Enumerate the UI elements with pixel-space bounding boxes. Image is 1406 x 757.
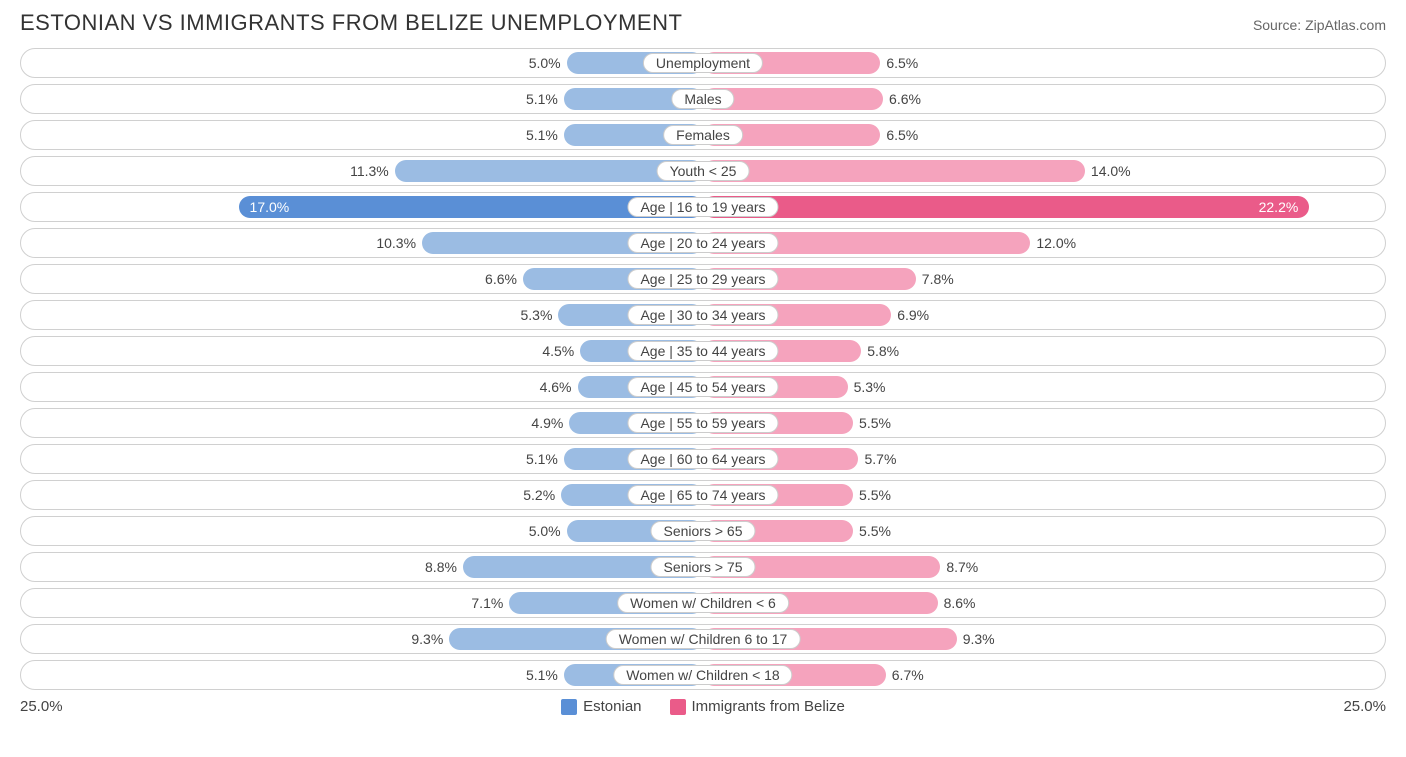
value-label-right: 9.3%	[963, 631, 995, 647]
bar-right	[703, 196, 1309, 218]
value-label-left: 5.1%	[526, 451, 558, 467]
value-label-left: 5.2%	[523, 487, 555, 503]
value-label-right: 6.5%	[886, 127, 918, 143]
value-label-left: 4.5%	[542, 343, 574, 359]
axis-max-right: 25.0%	[1343, 698, 1386, 715]
chart-row: 4.6% 5.3% Age | 45 to 54 years	[20, 372, 1386, 402]
value-label-right: 5.7%	[864, 451, 896, 467]
value-label-right: 5.5%	[859, 523, 891, 539]
source-attribution: Source: ZipAtlas.com	[1253, 17, 1386, 33]
category-label: Unemployment	[643, 53, 763, 73]
chart-row: 8.8% 8.7% Seniors > 75	[20, 552, 1386, 582]
value-label-left: 11.3%	[350, 163, 389, 179]
category-label: Age | 20 to 24 years	[627, 233, 778, 253]
value-label-left: 10.3%	[376, 235, 416, 251]
category-label: Females	[663, 125, 743, 145]
chart-row: 4.5% 5.8% Age | 35 to 44 years	[20, 336, 1386, 366]
bar-right	[703, 160, 1085, 182]
chart-row: 5.0% 6.5% Unemployment	[20, 48, 1386, 78]
chart-row: 6.6% 7.8% Age | 25 to 29 years	[20, 264, 1386, 294]
value-label-left: 4.9%	[531, 415, 563, 431]
legend-label-left: Estonian	[583, 698, 641, 715]
value-label-left: 5.1%	[526, 91, 558, 107]
category-label: Seniors > 65	[651, 521, 756, 541]
category-label: Age | 30 to 34 years	[627, 305, 778, 325]
value-label-left: 6.6%	[485, 271, 517, 287]
value-label-right: 6.6%	[889, 91, 921, 107]
chart-row: 10.3% 12.0% Age | 20 to 24 years	[20, 228, 1386, 258]
category-label: Age | 16 to 19 years	[627, 197, 778, 217]
category-label: Age | 65 to 74 years	[627, 485, 778, 505]
legend-label-right: Immigrants from Belize	[692, 698, 845, 715]
value-label-left: 5.1%	[526, 127, 558, 143]
value-label-left: 17.0%	[250, 199, 290, 215]
chart-row: 5.2% 5.5% Age | 65 to 74 years	[20, 480, 1386, 510]
value-label-right: 8.6%	[944, 595, 976, 611]
chart-row: 7.1% 8.6% Women w/ Children < 6	[20, 588, 1386, 618]
value-label-right: 14.0%	[1091, 163, 1131, 179]
value-label-right: 12.0%	[1036, 235, 1076, 251]
chart-row: 5.1% 5.7% Age | 60 to 64 years	[20, 444, 1386, 474]
chart-row: 5.1% 6.7% Women w/ Children < 18	[20, 660, 1386, 690]
chart-row: 5.0% 5.5% Seniors > 65	[20, 516, 1386, 546]
value-label-right: 5.5%	[859, 415, 891, 431]
legend-item-right: Immigrants from Belize	[670, 698, 845, 715]
value-label-right: 6.9%	[897, 307, 929, 323]
value-label-left: 5.1%	[526, 667, 558, 683]
value-label-right: 22.2%	[1259, 199, 1299, 215]
chart-row: 5.1% 6.5% Females	[20, 120, 1386, 150]
value-label-left: 5.0%	[529, 523, 561, 539]
value-label-right: 6.7%	[892, 667, 924, 683]
chart-title: ESTONIAN VS IMMIGRANTS FROM BELIZE UNEMP…	[20, 10, 682, 36]
value-label-right: 5.8%	[867, 343, 899, 359]
category-label: Age | 45 to 54 years	[627, 377, 778, 397]
value-label-right: 6.5%	[886, 55, 918, 71]
category-label: Women w/ Children < 6	[617, 593, 789, 613]
category-label: Age | 35 to 44 years	[627, 341, 778, 361]
legend-swatch-right	[670, 699, 686, 715]
value-label-left: 5.0%	[529, 55, 561, 71]
chart-row: 4.9% 5.5% Age | 55 to 59 years	[20, 408, 1386, 438]
category-label: Age | 55 to 59 years	[627, 413, 778, 433]
value-label-right: 7.8%	[922, 271, 954, 287]
axis-max-left: 25.0%	[20, 698, 63, 715]
chart-row: 5.3% 6.9% Age | 30 to 34 years	[20, 300, 1386, 330]
category-label: Women w/ Children < 18	[613, 665, 792, 685]
legend-swatch-left	[561, 699, 577, 715]
chart-row: 11.3% 14.0% Youth < 25	[20, 156, 1386, 186]
category-label: Age | 60 to 64 years	[627, 449, 778, 469]
category-label: Seniors > 75	[651, 557, 756, 577]
category-label: Age | 25 to 29 years	[627, 269, 778, 289]
category-label: Youth < 25	[657, 161, 750, 181]
chart-row: 9.3% 9.3% Women w/ Children 6 to 17	[20, 624, 1386, 654]
value-label-right: 5.3%	[854, 379, 886, 395]
chart-row: 5.1% 6.6% Males	[20, 84, 1386, 114]
value-label-left: 9.3%	[411, 631, 443, 647]
diverging-bar-chart: 5.0% 6.5% Unemployment 5.1% 6.6% Males 5.1% 6.5…	[20, 48, 1386, 690]
category-label: Women w/ Children 6 to 17	[606, 629, 801, 649]
category-label: Males	[671, 89, 734, 109]
value-label-right: 5.5%	[859, 487, 891, 503]
value-label-left: 8.8%	[425, 559, 457, 575]
value-label-left: 7.1%	[471, 595, 503, 611]
value-label-left: 4.6%	[540, 379, 572, 395]
legend: Estonian Immigrants from Belize	[561, 698, 845, 715]
legend-item-left: Estonian	[561, 698, 641, 715]
chart-row: 17.0% 22.2% Age | 16 to 19 years	[20, 192, 1386, 222]
value-label-right: 8.7%	[946, 559, 978, 575]
value-label-left: 5.3%	[521, 307, 553, 323]
